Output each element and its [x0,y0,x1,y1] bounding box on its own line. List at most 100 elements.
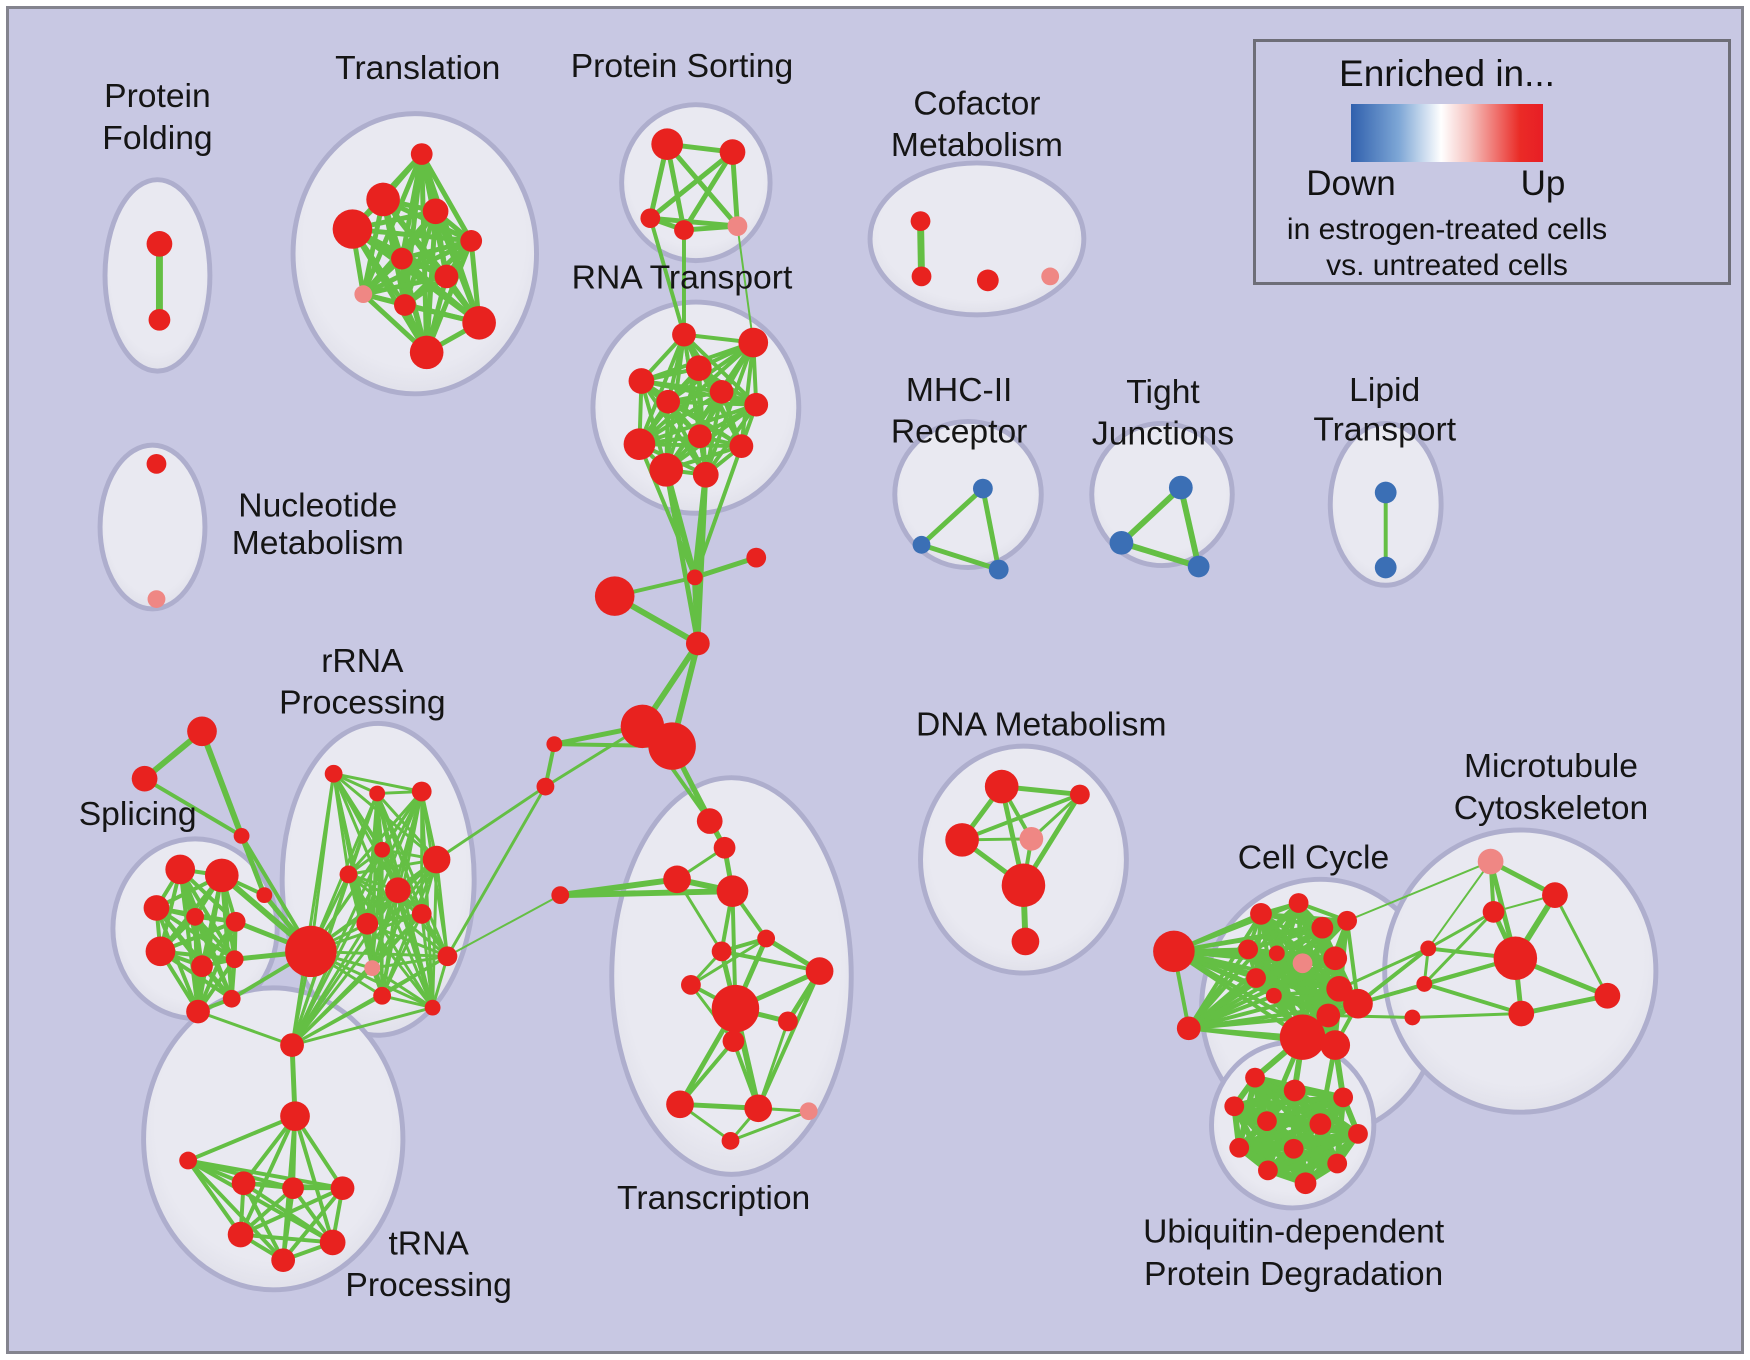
node-rrna-processing[interactable] [422,845,451,874]
node-chain[interactable] [594,576,635,616]
node-transcription[interactable] [696,808,723,834]
node-dna-metabolism[interactable] [1001,863,1046,907]
node-cell-cycle[interactable] [1316,1003,1341,1028]
node-ubiquitin-degradation[interactable] [1283,1079,1306,1102]
node-rrna-processing[interactable] [339,865,358,884]
node-transcription[interactable] [799,1102,818,1121]
node-rrna-processing[interactable] [437,946,458,967]
node-cell-cycle[interactable] [1337,910,1357,931]
node-cell-cycle[interactable] [1288,893,1309,913]
node-cell-cycle[interactable] [1323,946,1348,971]
node-rna-transport[interactable] [656,389,681,414]
node-cell-cycle[interactable] [1326,976,1353,1002]
node-microtubule-cytoskeleton[interactable] [1508,1000,1535,1027]
node-rrna-processing[interactable] [356,912,379,935]
node-cofactor-metabolism[interactable] [976,269,999,292]
node-cell-cycle[interactable] [1279,1014,1326,1060]
node-rna-transport[interactable] [692,461,719,488]
node-translation[interactable] [409,335,444,370]
node-transcription[interactable] [666,1090,694,1119]
node-cell-cycle[interactable] [1153,930,1195,973]
node-trna-processing[interactable] [330,1176,355,1201]
node-ubiquitin-degradation[interactable] [1257,1111,1277,1131]
node-protein-folding[interactable] [146,231,173,257]
node-microtubule-cytoskeleton[interactable] [1482,901,1505,923]
node-transcription[interactable] [805,957,834,985]
node-rrna-processing[interactable] [285,925,337,978]
node-lipid-transport[interactable] [1374,481,1397,504]
node-rrna-processing[interactable] [373,986,392,1005]
node-transcription[interactable] [716,875,749,907]
node-splicing[interactable] [225,911,246,932]
node-ubiquitin-degradation[interactable] [1229,1137,1250,1158]
node-microtubule-cytoskeleton[interactable] [1594,982,1621,1009]
node-tight-junctions[interactable] [1187,555,1210,578]
node-translation[interactable] [391,247,413,270]
node-rrna-processing[interactable] [424,999,441,1016]
node-cell-cycle[interactable] [1311,916,1334,939]
node-rna-transport[interactable] [685,355,712,382]
node-chain[interactable] [686,569,703,586]
node-trna-processing[interactable] [280,1101,310,1131]
node-rna-transport[interactable] [687,424,712,449]
node-rna-transport[interactable] [744,392,769,417]
node-transcription[interactable] [711,984,760,1033]
node-tight-junctions[interactable] [1109,530,1134,555]
node-rna-transport[interactable] [623,428,656,460]
node-rna-transport[interactable] [672,322,696,347]
node-chain[interactable] [546,736,563,753]
node-rrna-processing[interactable] [374,841,391,858]
node-rrna-processing[interactable] [385,877,411,904]
node-mhc-ii-receptor[interactable] [972,478,993,499]
node-trna-processing[interactable] [282,1177,304,1200]
node-translation[interactable] [434,264,459,289]
node-translation[interactable] [462,306,496,340]
node-transcription[interactable] [663,865,691,894]
node-dna-metabolism[interactable] [984,769,1019,804]
node-ubiquitin-degradation[interactable] [1245,1067,1265,1088]
node-splicing[interactable] [222,989,241,1008]
node-translation[interactable] [393,294,416,316]
node-rrna-processing[interactable] [411,903,432,924]
node-protein-folding[interactable] [148,308,171,331]
node-translation[interactable] [354,285,373,304]
node-splicing[interactable] [225,950,244,969]
node-translation[interactable] [332,209,373,249]
node-transcription[interactable] [722,1030,745,1053]
node-ubiquitin-degradation[interactable] [1348,1124,1368,1144]
node-rna-transport[interactable] [729,434,754,458]
node-ubiquitin-degradation[interactable] [1327,1153,1348,1174]
node-cofactor-metabolism[interactable] [1041,267,1060,286]
node-ubiquitin-degradation[interactable] [1333,1087,1354,1108]
node-splicing[interactable] [191,955,213,978]
node-nucleotide-metabolism[interactable] [147,590,166,608]
node-dna-metabolism[interactable] [1069,784,1090,805]
node-mhc-ii-receptor[interactable] [912,535,931,554]
node-trna-processing[interactable] [179,1151,198,1170]
node-translation[interactable] [460,230,483,252]
node-protein-sorting[interactable] [727,216,748,236]
node-chain[interactable] [685,631,710,656]
node-protein-sorting[interactable] [651,128,683,160]
node-transcription[interactable] [757,929,776,948]
node-transcription[interactable] [711,941,732,962]
node-translation[interactable] [366,182,400,217]
node-rna-transport[interactable] [649,453,683,487]
node-ubiquitin-degradation[interactable] [1283,1138,1304,1159]
node-rrna-processing[interactable] [411,781,432,802]
node-cell-cycle[interactable] [1268,945,1285,962]
node-cell-cycle[interactable] [1238,939,1259,960]
node-translation[interactable] [410,143,433,165]
node-rrna-processing[interactable] [324,764,343,783]
node-splicing[interactable] [204,858,239,893]
node-microtubule-cytoskeleton[interactable] [1420,940,1437,957]
node-rna-transport[interactable] [738,327,769,358]
node-splicing-triangle[interactable] [233,828,250,844]
node-chain[interactable] [746,547,767,568]
node-cofactor-metabolism[interactable] [911,266,932,287]
node-nucleotide-metabolism[interactable] [146,454,167,474]
node-microtubule-cytoskeleton[interactable] [1477,848,1504,875]
node-rrna-processing[interactable] [364,960,381,977]
node-splicing-triangle[interactable] [131,765,158,792]
node-tight-junctions[interactable] [1168,475,1193,500]
